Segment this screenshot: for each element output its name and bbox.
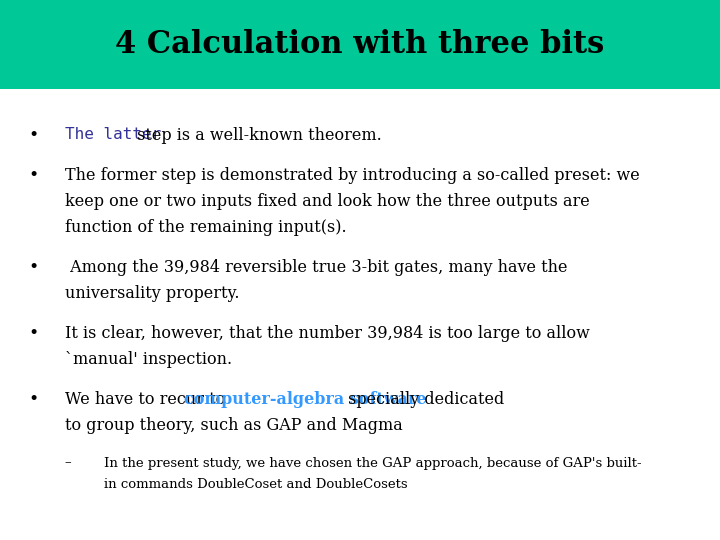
Text: specially dedicated: specially dedicated <box>343 391 504 408</box>
Text: The latter: The latter <box>65 127 161 143</box>
Text: •: • <box>29 325 39 342</box>
Text: to group theory, such as GAP and Magma: to group theory, such as GAP and Magma <box>65 417 402 434</box>
Text: –: – <box>65 457 71 470</box>
Text: Among the 39,984 reversible true 3-bit gates, many have the: Among the 39,984 reversible true 3-bit g… <box>65 259 567 276</box>
Text: •: • <box>29 259 39 276</box>
Text: In the present study, we have chosen the GAP approach, because of GAP's built-: In the present study, we have chosen the… <box>104 457 642 470</box>
Text: step is a well-known theorem.: step is a well-known theorem. <box>132 127 382 144</box>
Text: function of the remaining input(s).: function of the remaining input(s). <box>65 219 346 237</box>
Text: in commands DoubleCoset and DoubleCosets: in commands DoubleCoset and DoubleCosets <box>104 478 408 491</box>
Text: •: • <box>29 391 39 408</box>
Text: 4 Calculation with three bits: 4 Calculation with three bits <box>115 29 605 60</box>
Text: •: • <box>29 167 39 184</box>
Text: keep one or two inputs fixed and look how the three outputs are: keep one or two inputs fixed and look ho… <box>65 193 590 210</box>
Text: It is clear, however, that the number 39,984 is too large to allow: It is clear, however, that the number 39… <box>65 325 590 342</box>
Text: computer-algebra software: computer-algebra software <box>184 391 427 408</box>
Text: `manual' inspection.: `manual' inspection. <box>65 351 232 368</box>
Text: •: • <box>29 127 39 144</box>
Text: universality property.: universality property. <box>65 285 239 302</box>
Text: The former step is demonstrated by introducing a so-called preset: we: The former step is demonstrated by intro… <box>65 167 639 184</box>
Text: We have to recur to: We have to recur to <box>65 391 230 408</box>
Text: .: . <box>302 478 310 491</box>
